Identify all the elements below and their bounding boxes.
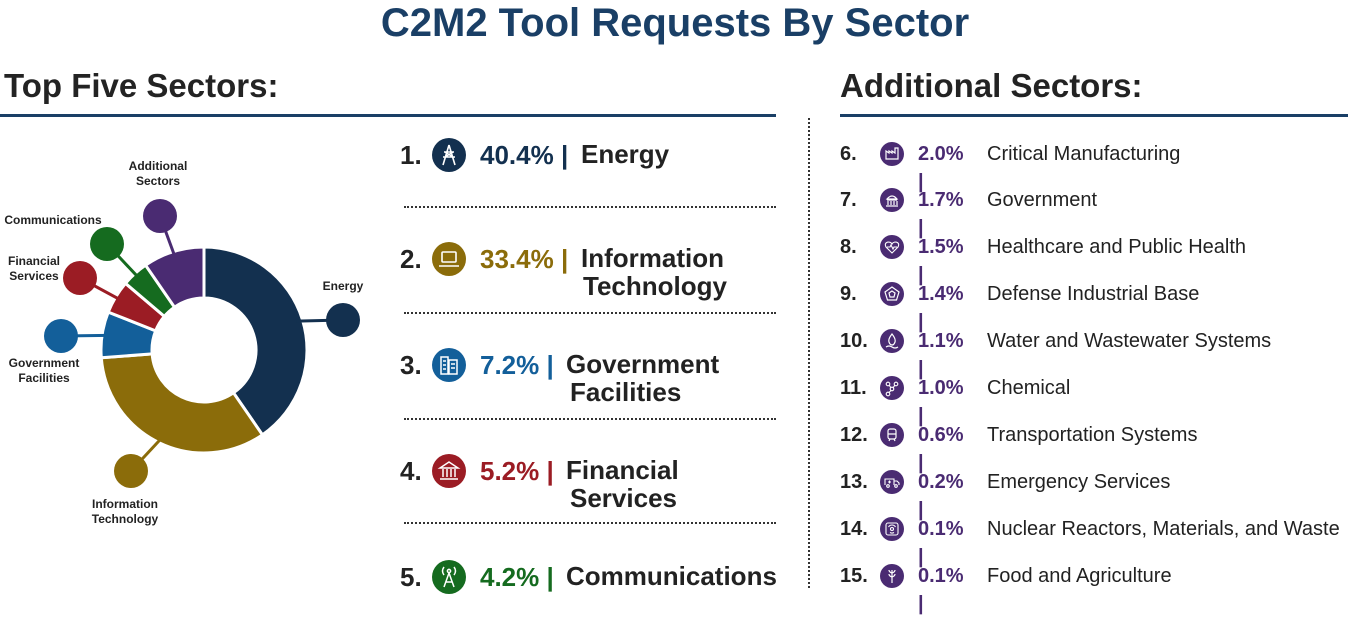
rank: 10.	[840, 330, 868, 352]
top-sector-row: 4. 5.2% | Financial Services	[400, 454, 780, 516]
slice-energy	[202, 245, 309, 437]
percent: 0.1% |	[918, 565, 964, 615]
building-icon	[44, 319, 78, 353]
slice-label: Financial Services	[8, 254, 60, 283]
percent: 5.2% |	[480, 456, 554, 486]
top-sector-row: 2. 33.4% | Information Technology	[400, 242, 780, 304]
wheat-icon	[880, 564, 904, 588]
percent: 7.2% |	[480, 350, 554, 380]
row-divider	[404, 206, 776, 208]
pentagon-icon	[880, 282, 904, 306]
page-title: C2M2 Tool Requests By Sector	[380, 1, 970, 45]
sector-donut-chart: Energy Information Technology Government Fac…	[4, 159, 364, 526]
radiation-icon	[880, 517, 904, 541]
antenna-icon	[90, 227, 124, 261]
sector-name: Water and Wastewater Systems	[987, 330, 1272, 352]
transmission-tower-icon	[326, 303, 360, 337]
bank-icon	[432, 454, 466, 488]
rank: 15.	[840, 565, 868, 587]
rank: 7.	[840, 189, 857, 211]
percent: 33.4% |	[480, 244, 569, 274]
row-divider	[404, 522, 776, 524]
sector-name: Chemical	[987, 377, 1071, 399]
laptop-icon	[114, 454, 148, 488]
percent: 0.1% |	[918, 518, 964, 568]
rank: 13.	[840, 471, 868, 493]
slice-label: Additional Sectors	[129, 159, 188, 188]
sector-name-line1: Financial	[566, 455, 679, 485]
sector-name: Nuclear Reactors, Materials, and Waste	[987, 518, 1340, 540]
slice-label: Information Technology	[92, 497, 159, 526]
bank-icon	[63, 261, 97, 295]
factory-icon	[880, 142, 904, 166]
percent: 2.0% |	[918, 143, 964, 193]
ambulance-icon	[880, 470, 904, 494]
sector-name: Transportation Systems	[987, 424, 1198, 446]
train-icon	[880, 423, 904, 447]
sector-name-line1: Information	[581, 243, 724, 273]
building-icon	[432, 348, 466, 382]
rank: 2.	[400, 244, 422, 274]
slice-label: Government Facilities	[9, 356, 80, 385]
rank: 9.	[840, 283, 857, 305]
percent: 0.2% |	[918, 471, 964, 521]
slice-label: Communications	[4, 213, 102, 227]
sector-name: Critical Manufacturing	[987, 143, 1181, 165]
rank: 5.	[400, 562, 422, 592]
percent: 40.4% |	[480, 140, 569, 170]
rank: 11.	[840, 377, 867, 399]
sector-name: Energy	[581, 139, 670, 169]
molecule-icon	[880, 376, 904, 400]
rank: 14.	[840, 518, 868, 540]
sector-name-line1: Government	[566, 349, 720, 379]
sector-name: Healthcare and Public Health	[987, 236, 1247, 258]
rank: 6.	[840, 143, 857, 165]
rank: 3.	[400, 350, 422, 380]
left-heading-rule	[0, 114, 776, 117]
transmission-tower-icon	[432, 138, 466, 172]
rank: 12.	[840, 424, 868, 446]
additional-heading: Additional Sectors:	[840, 67, 1143, 104]
slice-information-technology	[99, 352, 265, 455]
sector-name: Communications	[566, 561, 777, 591]
sector-name: Government	[987, 189, 1098, 211]
capitol-icon	[880, 188, 904, 212]
percent: 1.4% |	[918, 283, 964, 333]
top-sector-row: 5. 4.2% | Communications	[400, 560, 780, 596]
top-sector-row: 3. 7.2% | Government Facilities	[400, 348, 780, 410]
sector-name-line2: Facilities	[570, 377, 682, 407]
row-divider	[404, 312, 776, 314]
callout-badge	[143, 199, 177, 233]
rank: 8.	[840, 236, 857, 258]
heart-pulse-icon	[880, 235, 904, 259]
laptop-icon	[432, 242, 466, 276]
percent: 1.5% |	[918, 236, 964, 286]
percent: 1.0% |	[918, 377, 964, 427]
water-drop-icon	[880, 329, 904, 353]
sector-name: Defense Industrial Base	[987, 283, 1200, 305]
top-sector-row: 1. 40.4% | Energy	[400, 138, 780, 174]
percent: 1.1% |	[918, 330, 964, 380]
percent: 0.6% |	[918, 424, 964, 474]
percent: 1.7% |	[918, 189, 964, 239]
column-divider	[808, 118, 810, 588]
sector-name: Food and Agriculture	[987, 565, 1172, 587]
right-heading-rule	[840, 114, 1348, 117]
rank: 4.	[400, 456, 422, 486]
slice-additional-sectors	[143, 245, 206, 310]
top-five-heading: Top Five Sectors:	[4, 67, 279, 104]
row-divider	[404, 418, 776, 420]
antenna-icon	[432, 560, 466, 594]
sector-name-line2: Services	[570, 483, 677, 513]
sector-name-line2: Technology	[583, 271, 727, 301]
rank: 1.	[400, 140, 422, 170]
sector-name: Emergency Services	[987, 471, 1171, 493]
percent: 4.2% |	[480, 562, 554, 592]
slice-label: Energy	[323, 279, 364, 293]
